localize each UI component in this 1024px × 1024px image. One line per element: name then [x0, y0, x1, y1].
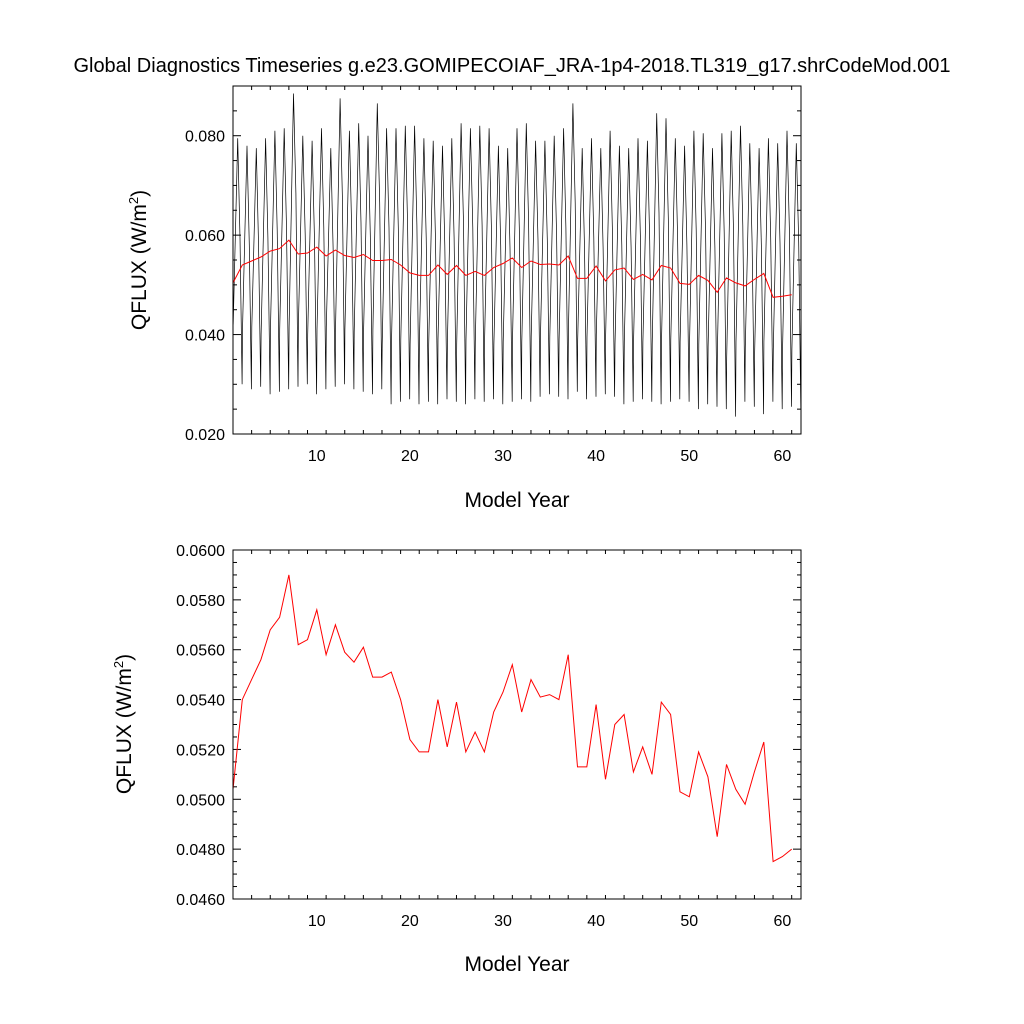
bottom-x-tick-label: 40 — [587, 913, 605, 930]
bottom-x-tick-label: 10 — [308, 913, 326, 930]
bottom-x-tick-label: 20 — [401, 913, 419, 930]
figure-title: Global Diagnostics Timeseries g.e23.GOMI… — [73, 55, 950, 77]
top-y-axis-label-close: ) — [128, 190, 151, 197]
top-panel-frame — [232, 85, 802, 435]
top-y-tick-label: 0.020 — [185, 427, 225, 444]
bottom-x-tick-label: 60 — [773, 913, 791, 930]
top-x-tick-label: 60 — [773, 448, 791, 465]
top-monthly-series-line — [232, 93, 802, 417]
bottom-y-axis-label-sup: 2 — [111, 661, 126, 668]
top-y-axis-label-main: QFLUX (W/m — [128, 204, 151, 330]
bottom-y-tick-label: 0.0480 — [176, 842, 225, 859]
top-annual-mean-line — [232, 239, 792, 298]
bottom-y-axis-label-main: QFLUX (W/m — [113, 668, 136, 794]
bottom-y-tick-label: 0.0500 — [176, 792, 225, 809]
bottom-y-tick-label: 0.0600 — [176, 543, 225, 560]
bottom-x-axis-label: Model Year — [464, 953, 569, 976]
top-x-tick-label: 10 — [308, 448, 326, 465]
bottom-x-tick-labels: 10 20 30 40 50 60 — [308, 913, 791, 930]
top-y-tick-label: 0.040 — [185, 328, 225, 345]
top-x-axis-label: Model Year — [464, 489, 569, 512]
top-y-tick-labels: 0.020 0.040 0.060 0.080 — [185, 129, 225, 444]
top-x-tick-label: 50 — [680, 448, 698, 465]
bottom-y-tick-label: 0.0580 — [176, 593, 225, 610]
top-x-tick-label: 30 — [494, 448, 512, 465]
top-x-tick-label: 20 — [401, 448, 419, 465]
top-panel-grid-ticks — [232, 85, 801, 435]
bottom-y-axis-label-close: ) — [113, 654, 136, 661]
bottom-y-axis-label: QFLUX (W/m2) — [111, 654, 136, 794]
top-x-tick-label: 40 — [587, 448, 605, 465]
top-y-tick-label: 0.080 — [185, 129, 225, 146]
bottom-y-tick-label: 0.0460 — [176, 892, 225, 909]
bottom-x-tick-label: 30 — [494, 913, 512, 930]
top-y-tick-label: 0.060 — [185, 228, 225, 245]
bottom-x-tick-label: 50 — [680, 913, 698, 930]
bottom-panel: 10 20 30 40 50 60 0.04600.04800.05000.05200.0… — [111, 543, 802, 976]
bottom-annual-mean-line — [232, 574, 793, 863]
bottom-y-tick-label: 0.0540 — [176, 693, 225, 710]
bottom-y-tick-label: 0.0560 — [176, 643, 225, 660]
top-x-tick-labels: 10 20 30 40 50 60 — [308, 448, 791, 465]
top-panel: 10 20 30 40 50 60 0.020 0.040 0.060 0.080 Model … — [126, 85, 802, 512]
bottom-y-tick-labels: 0.0460 0.0480 0.0500 0.0520 0.0540 0.0560 0.05… — [176, 543, 225, 909]
bottom-y-tick-label: 0.0520 — [176, 742, 225, 759]
bottom-panel-frame — [232, 549, 802, 900]
top-y-axis-label-sup: 2 — [126, 197, 141, 204]
top-y-axis-label: QFLUX (W/m2) — [126, 190, 151, 330]
bottom-panel-grid-ticks — [232, 549, 801, 900]
